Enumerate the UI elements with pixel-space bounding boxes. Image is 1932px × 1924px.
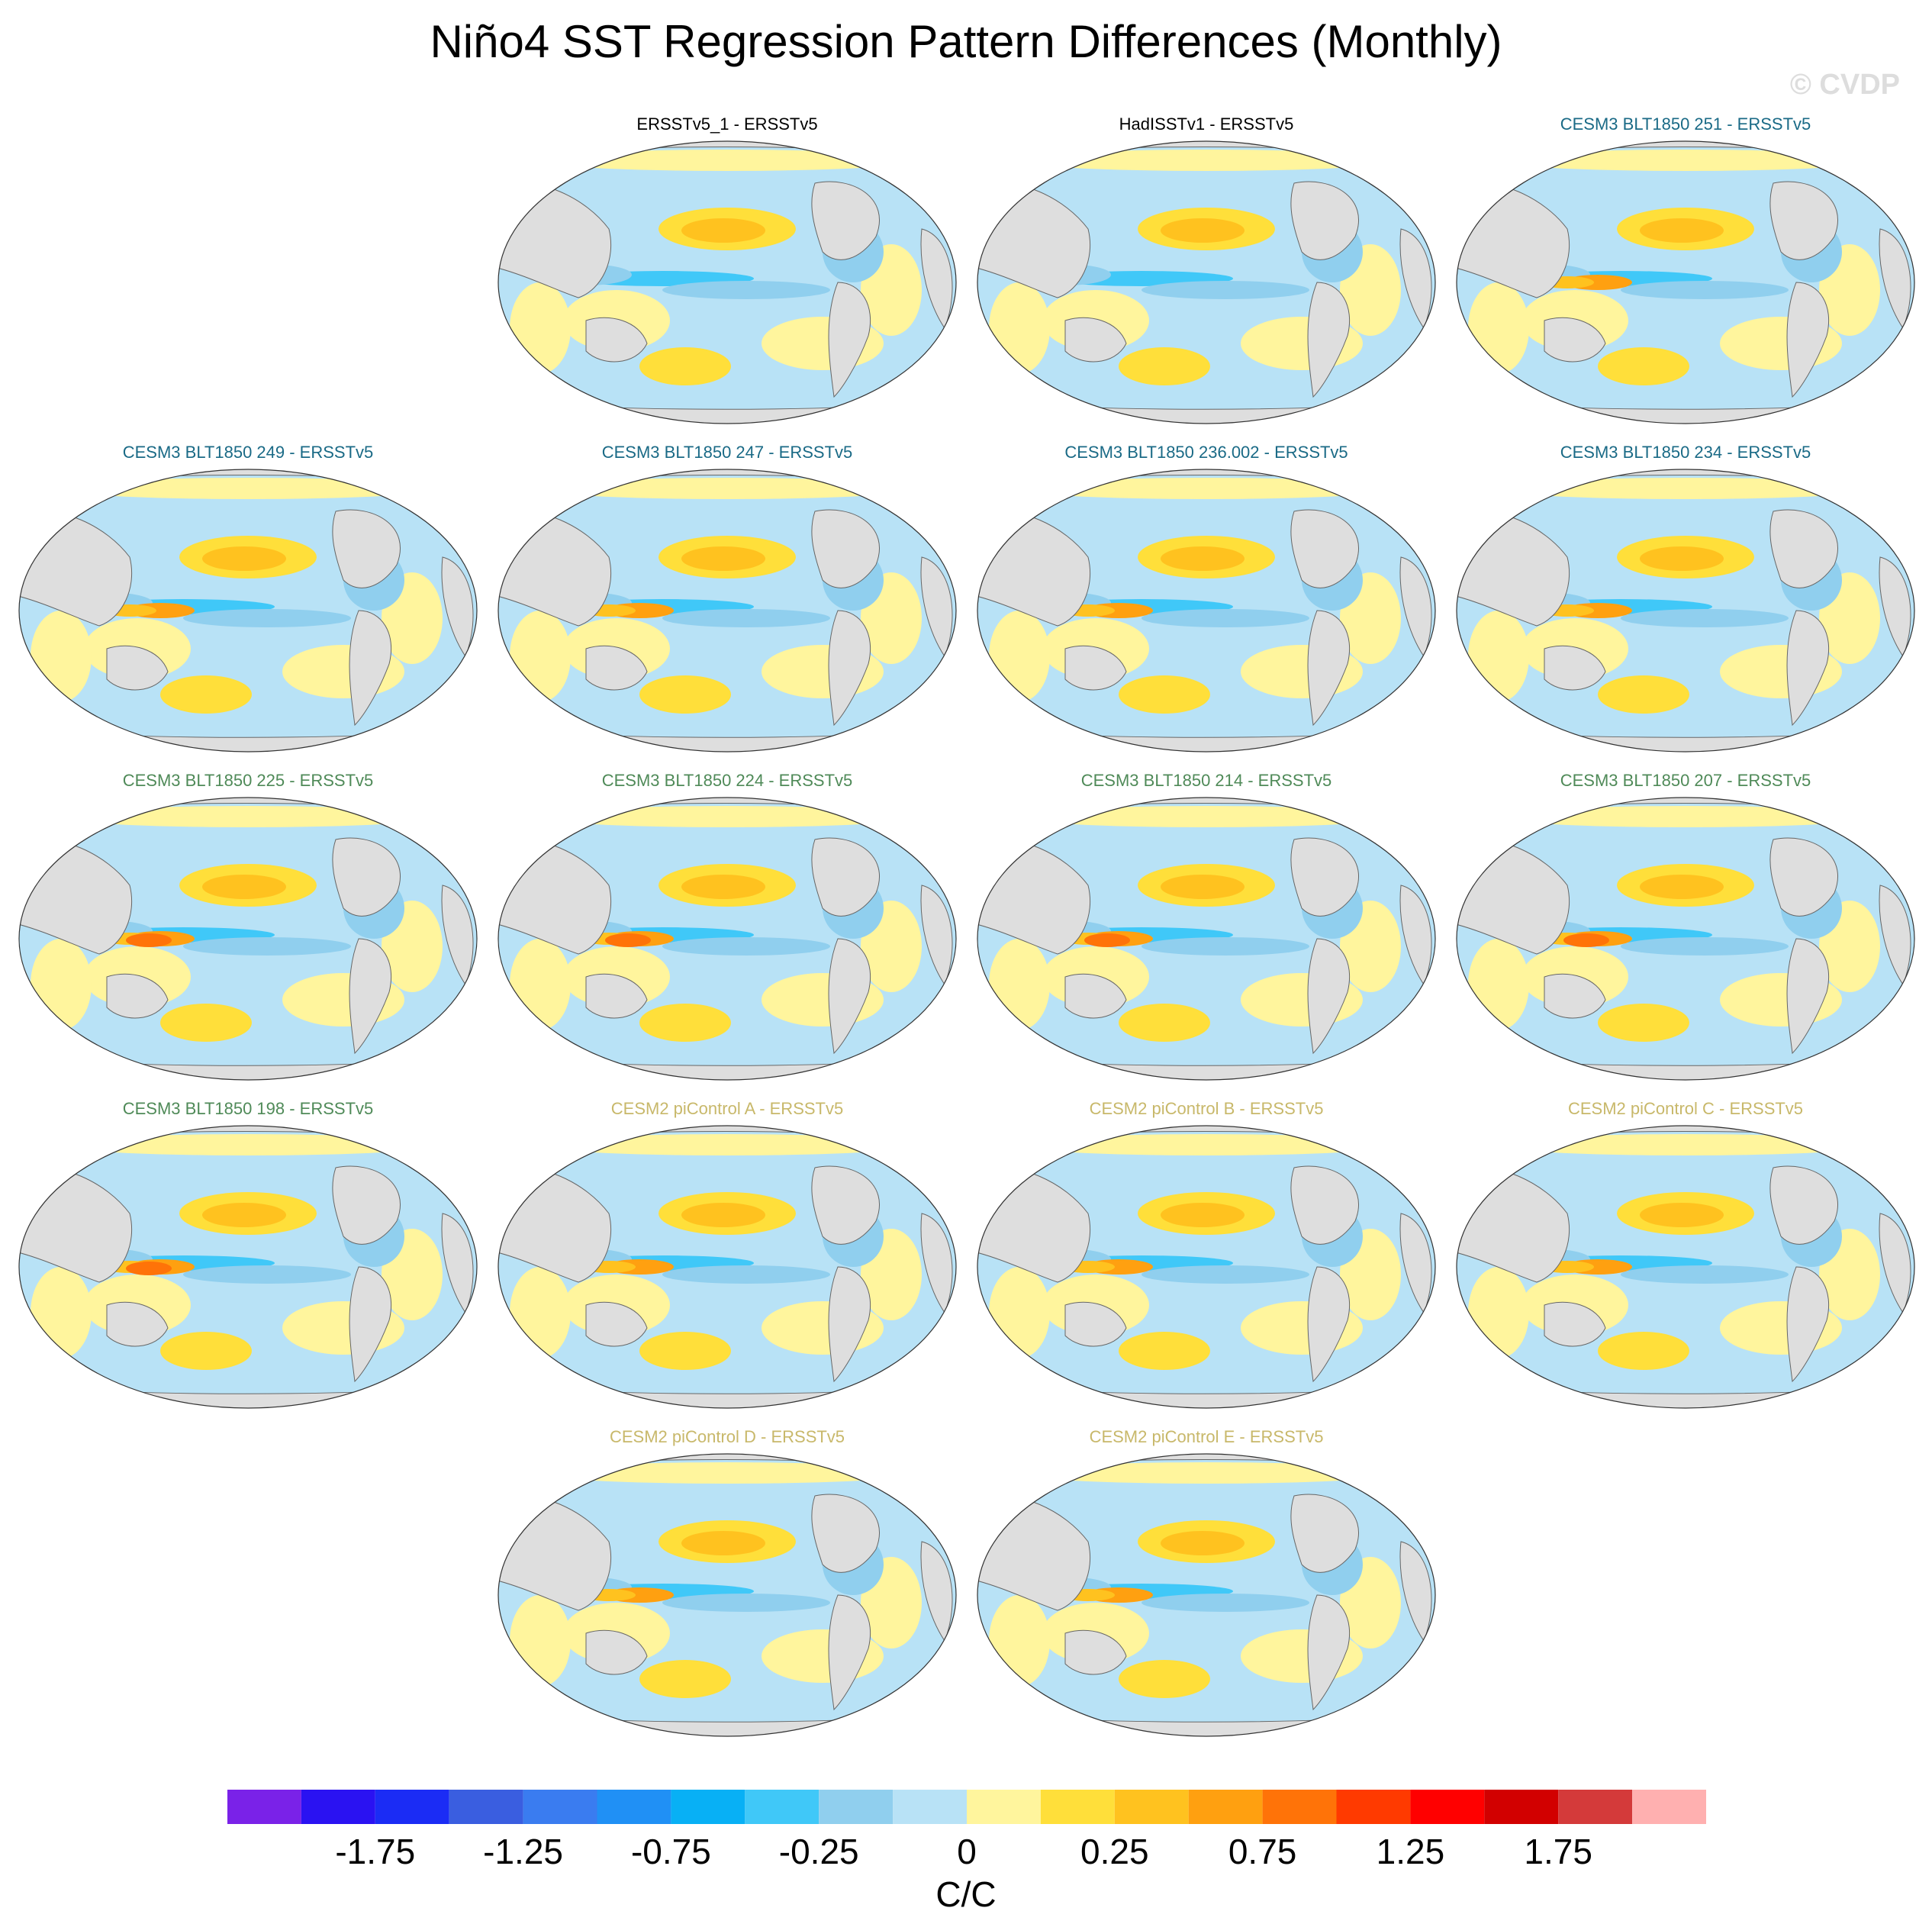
map-svg	[1456, 797, 1915, 1081]
colorbar-swatch	[301, 1790, 375, 1824]
colorbar-swatch	[1040, 1790, 1115, 1824]
colorbar-tick-label: -0.75	[631, 1832, 711, 1871]
colorbar-units: C/C	[935, 1874, 997, 1914]
colorbar-swatch	[819, 1790, 894, 1824]
colorbar-swatch	[227, 1790, 301, 1824]
map-panel: CESM2 piControl C - ERSSTv5	[1453, 1099, 1918, 1412]
colorbar-swatch	[1262, 1790, 1337, 1824]
colorbar-swatch	[1114, 1790, 1189, 1824]
map-panel: CESM3 BLT1850 236.002 - ERSSTv5	[974, 443, 1439, 756]
panel-title: CESM3 BLT1850 249 - ERSSTv5	[122, 443, 374, 462]
colorbar-swatch	[1336, 1790, 1411, 1824]
colorbar-swatch	[967, 1790, 1041, 1824]
map-svg	[497, 469, 957, 753]
panel-title: CESM2 piControl C - ERSSTv5	[1567, 1099, 1804, 1118]
panel-title: CESM3 BLT1850 214 - ERSSTv5	[1080, 771, 1332, 790]
watermark: © CVDP	[1789, 69, 1900, 101]
colorbar-tick-label: 1.75	[1524, 1832, 1592, 1871]
colorbar-tick-label: 1.25	[1377, 1832, 1445, 1871]
panel-title: CESM3 BLT1850 207 - ERSSTv5	[1560, 771, 1811, 790]
map-panel: CESM3 BLT1850 251 - ERSSTv5	[1453, 114, 1918, 427]
colorbar-swatch	[1632, 1790, 1706, 1824]
map-svg	[977, 469, 1436, 753]
map-panel: CESM2 piControl B - ERSSTv5	[974, 1099, 1439, 1412]
panel-title: CESM2 piControl B - ERSSTv5	[1089, 1099, 1324, 1118]
map-svg	[977, 1453, 1436, 1737]
map-svg	[1456, 140, 1915, 424]
map-panel: CESM2 piControl A - ERSSTv5	[494, 1099, 960, 1412]
panel-title: CESM2 piControl A - ERSSTv5	[610, 1099, 844, 1118]
colorbar-swatch	[375, 1790, 449, 1824]
panel-title: CESM2 piControl E - ERSSTv5	[1089, 1427, 1324, 1446]
map-svg	[977, 1125, 1436, 1409]
panel-title: CESM3 BLT1850 247 - ERSSTv5	[601, 443, 853, 462]
panel-title: CESM3 BLT1850 198 - ERSSTv5	[122, 1099, 374, 1118]
map-svg	[977, 797, 1436, 1081]
colorbar-tick-label: -1.25	[483, 1832, 563, 1871]
panel-title: CESM3 BLT1850 236.002 - ERSSTv5	[1064, 443, 1348, 462]
map-svg	[1456, 469, 1915, 753]
colorbar-swatch	[597, 1790, 671, 1824]
colorbar-swatch	[1558, 1790, 1633, 1824]
colorbar-swatch	[449, 1790, 523, 1824]
colorbar-tick-label: 0.25	[1080, 1832, 1149, 1871]
chart-title: Niño4 SST Regression Pattern Differences…	[430, 16, 1502, 67]
colorbar-tick-label: 0	[957, 1832, 977, 1871]
map-panel: CESM3 BLT1850 224 - ERSSTv5	[494, 771, 960, 1084]
colorbar-swatch	[1188, 1790, 1263, 1824]
map-svg	[18, 797, 478, 1081]
map-svg	[497, 1125, 957, 1409]
map-panel: HadISSTv1 - ERSSTv5	[974, 114, 1439, 427]
map-panel: CESM3 BLT1850 207 - ERSSTv5	[1453, 771, 1918, 1084]
panel-title: ERSSTv5_1 - ERSSTv5	[636, 114, 818, 134]
colorbar-swatch	[523, 1790, 597, 1824]
colorbar-swatch	[745, 1790, 819, 1824]
map-panel: CESM3 BLT1850 234 - ERSSTv5	[1453, 443, 1918, 756]
map-svg	[18, 469, 478, 753]
map-svg	[497, 140, 957, 424]
colorbar-swatch	[893, 1790, 967, 1824]
colorbar-swatch	[1484, 1790, 1559, 1824]
panel-title: CESM3 BLT1850 251 - ERSSTv5	[1560, 114, 1811, 134]
map-panel: CESM3 BLT1850 198 - ERSSTv5	[15, 1099, 481, 1412]
panel-title: CESM2 piControl D - ERSSTv5	[609, 1427, 845, 1446]
panel-title: CESM3 BLT1850 225 - ERSSTv5	[122, 771, 374, 790]
map-svg	[977, 140, 1436, 424]
map-svg	[497, 1453, 957, 1737]
panel-title: HadISSTv1 - ERSSTv5	[1119, 114, 1294, 134]
map-panel: CESM3 BLT1850 247 - ERSSTv5	[494, 443, 960, 756]
colorbar-tick-label: -0.25	[779, 1832, 859, 1871]
colorbar-tick-label: 0.75	[1228, 1832, 1297, 1871]
map-panel: CESM2 piControl E - ERSSTv5	[974, 1427, 1439, 1740]
panel-title: CESM3 BLT1850 224 - ERSSTv5	[601, 771, 853, 790]
map-panel: CESM2 piControl D - ERSSTv5	[494, 1427, 960, 1740]
colorbar-tick-label: -1.75	[335, 1832, 415, 1871]
map-panel: ERSSTv5_1 - ERSSTv5	[494, 114, 960, 427]
map-panel: CESM3 BLT1850 214 - ERSSTv5	[974, 771, 1439, 1084]
colorbar-swatch	[1410, 1790, 1485, 1824]
map-panel: CESM3 BLT1850 225 - ERSSTv5	[15, 771, 481, 1084]
map-svg	[18, 1125, 478, 1409]
colorbar-swatch	[671, 1790, 745, 1824]
map-panel: CESM3 BLT1850 249 - ERSSTv5	[15, 443, 481, 756]
map-svg	[1456, 1125, 1915, 1409]
panel-title: CESM3 BLT1850 234 - ERSSTv5	[1560, 443, 1811, 462]
map-svg	[497, 797, 957, 1081]
